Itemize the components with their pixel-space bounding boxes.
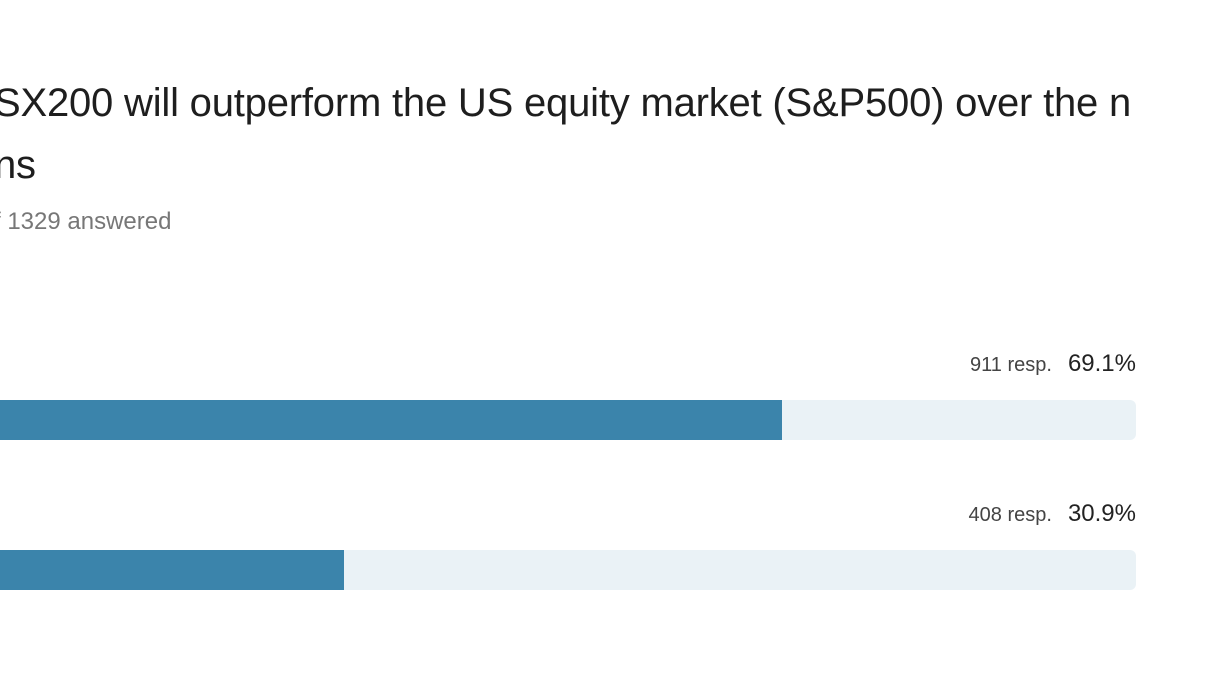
result-bar-track [0,550,1136,590]
poll-option-2: 408 resp. 30.9% [0,500,1136,600]
response-percent: 69.1% [1067,350,1136,377]
question-title-line-2: ns [0,143,36,187]
response-count: 408 resp. [968,504,1052,526]
option-stats: 408 resp. 30.9% [969,500,1136,534]
response-count: 911 resp. [970,354,1052,376]
result-bar-track [0,400,1136,440]
question-title: SX200 will outperform the US equity mark… [0,72,1226,196]
response-percent: 30.9% [1067,500,1136,527]
option-stats: 911 resp. 69.1% [970,350,1136,384]
result-bar-fill [0,400,782,440]
poll-option-1: 911 resp. 69.1% [0,350,1136,450]
answered-count: f 1329 answered [0,208,172,235]
question-title-line-1: SX200 will outperform the US equity mark… [0,81,1132,125]
result-bar-fill [0,550,345,590]
